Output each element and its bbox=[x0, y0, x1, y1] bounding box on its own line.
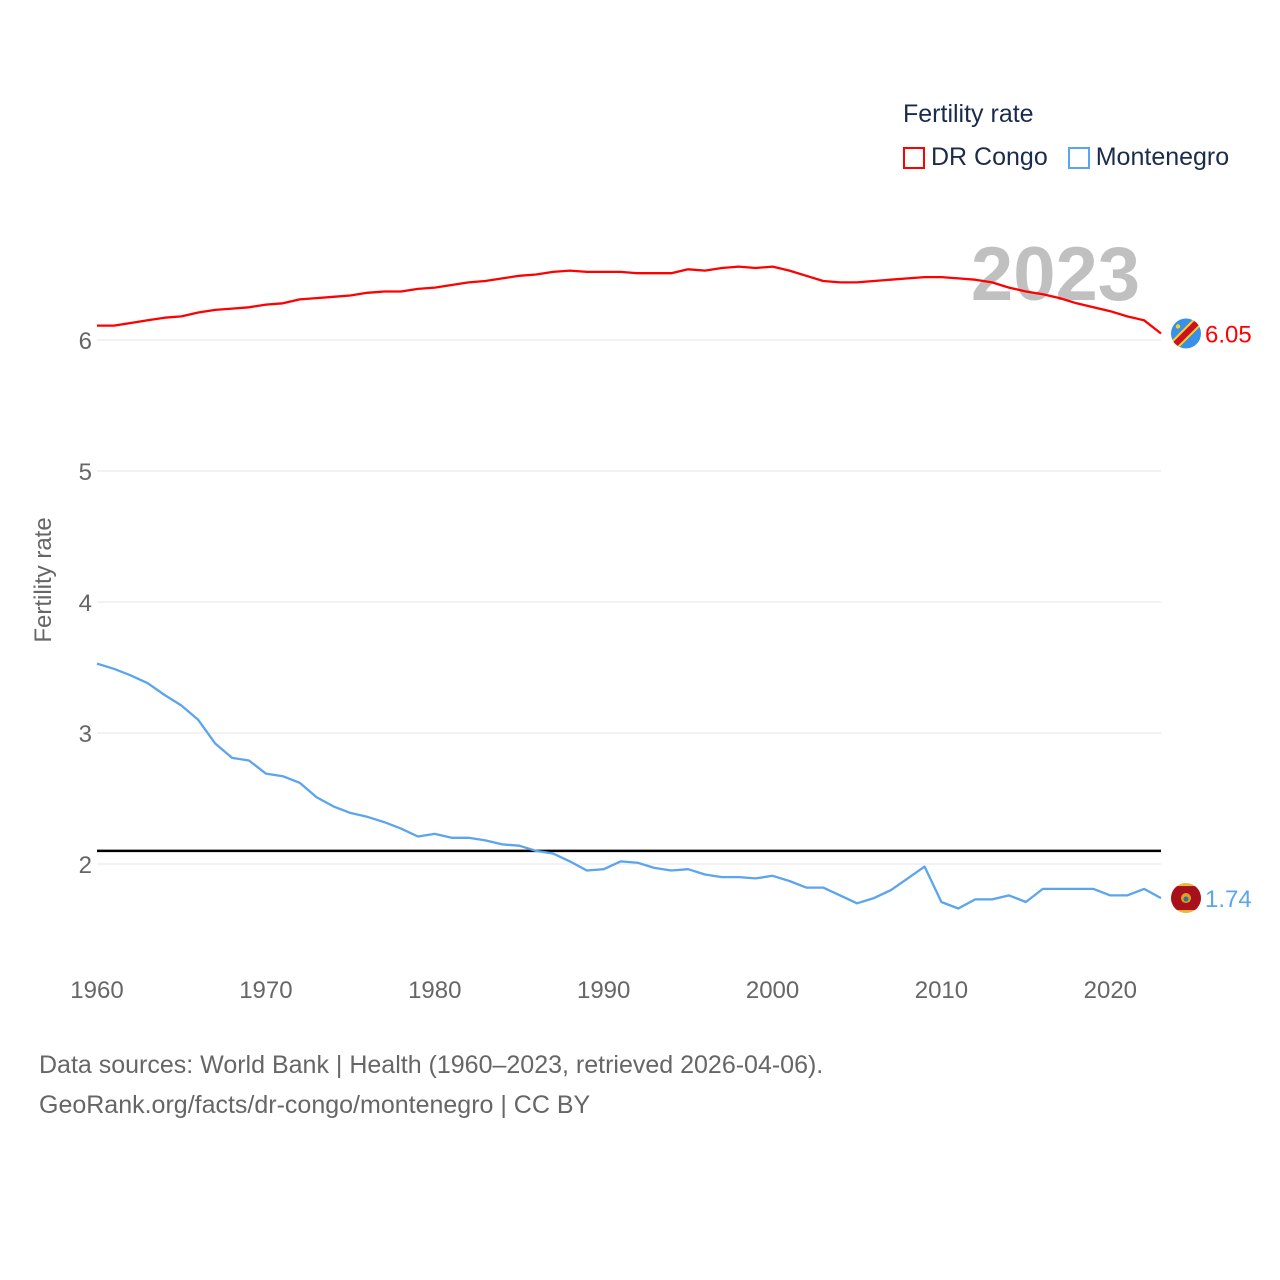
y-axis-label: Fertility rate bbox=[30, 517, 57, 642]
legend-label: DR Congo bbox=[931, 143, 1048, 171]
montenegro-flag-icon bbox=[1171, 883, 1201, 914]
end-value-label: 1.74 bbox=[1205, 886, 1252, 913]
legend: DR Congo Montenegro bbox=[903, 143, 1229, 172]
y-tick-label: 5 bbox=[79, 459, 92, 486]
x-tick-label: 1970 bbox=[239, 977, 292, 1004]
data-sources: Data sources: World Bank | Health (1960–… bbox=[39, 1051, 824, 1079]
y-tick-label: 3 bbox=[79, 721, 92, 748]
x-tick-label: 2000 bbox=[746, 977, 799, 1004]
x-tick-label: 1990 bbox=[577, 977, 630, 1004]
x-tick-label: 1980 bbox=[408, 977, 461, 1004]
end-value-label: 6.05 bbox=[1205, 321, 1252, 348]
legend-swatch-montenegro bbox=[1067, 146, 1090, 169]
x-tick-label: 1960 bbox=[70, 977, 123, 1004]
dr-congo-flag-icon bbox=[1171, 318, 1201, 349]
legend-item-montenegro[interactable]: Montenegro bbox=[1067, 143, 1230, 172]
legend-item-dr-congo[interactable]: DR Congo bbox=[903, 143, 1048, 172]
x-tick-label: 2010 bbox=[915, 977, 968, 1004]
gridlines: 2 3 4 5 6 1960 1970 1980 1990 2000 2010 2020 bbox=[70, 328, 1161, 1004]
legend-label: Montenegro bbox=[1095, 143, 1230, 171]
legend-swatch-dr-congo bbox=[903, 146, 925, 169]
source-link[interactable]: GeoRank.org/facts/dr-congo/montenegro | … bbox=[39, 1091, 591, 1119]
x-tick-label: 2020 bbox=[1084, 977, 1137, 1004]
series-line-dr-congo bbox=[97, 265, 1162, 335]
series-lines bbox=[96, 265, 1162, 910]
series-line-montenegro bbox=[96, 662, 1162, 910]
legend-title: Fertility rate bbox=[903, 100, 1034, 128]
y-tick-label: 6 bbox=[79, 328, 92, 355]
y-tick-label: 4 bbox=[79, 590, 92, 617]
year-watermark: 2023 bbox=[971, 232, 1140, 317]
y-tick-label: 2 bbox=[79, 852, 92, 879]
footer: Data sources: World Bank | Health (1960–… bbox=[39, 1045, 823, 1125]
